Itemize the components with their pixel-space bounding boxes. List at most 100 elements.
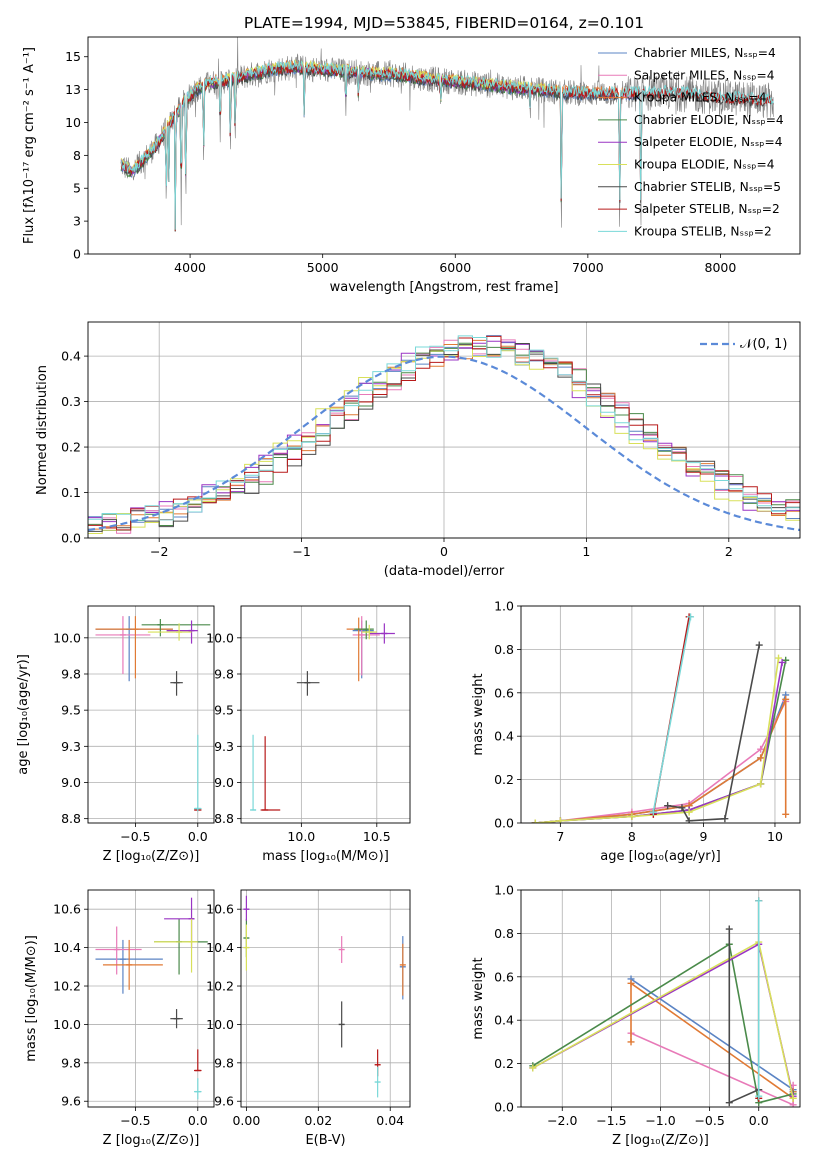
legend-entry: Chabrier MILES, Nₛₛₚ=4 [634, 46, 776, 60]
y-tick-label: 13 [65, 82, 81, 97]
weight-marker-chabrier-stelib [678, 804, 686, 812]
x-tick-label: −2 [150, 544, 168, 559]
y-tick-label: 0.6 [494, 969, 514, 984]
y-tick-label: 0 [73, 247, 81, 262]
y-axis-label: Normed distribution [35, 365, 50, 495]
x-axis-label: wavelength [Angstrom, rest frame] [330, 280, 559, 295]
y-tick-label: 0.0 [61, 531, 81, 546]
y-tick-label: 0.0 [494, 816, 514, 831]
weight-marker-kroupa-elodie [529, 1064, 537, 1072]
y-tick-label: 0.8 [494, 926, 514, 941]
y-tick-label: 8.8 [214, 811, 234, 826]
weight-line-kroupa-elodie [535, 657, 780, 823]
axes-frame [240, 605, 411, 824]
weight-marker-kroupa-elodie [775, 654, 783, 662]
x-tick-label: 8 [628, 829, 636, 844]
chart-mass_vs_EBV: 0.00 0.02 0.04 9.6 9.8 10.0 10.2 10.4 10.6 E(B-V) [206, 889, 411, 1148]
y-tick-label: 10.0 [53, 630, 81, 645]
y-tick-label: 0.8 [494, 642, 514, 657]
y-tick-label: 3 [73, 214, 81, 229]
x-tick-label: 5000 [307, 260, 339, 275]
weight-marker-salpeter-elodie [778, 658, 786, 666]
axes-frame [87, 889, 215, 1108]
x-tick-label: 8000 [705, 260, 737, 275]
x-tick-label: 10.0 [287, 829, 315, 844]
y-tick-label: 10.4 [53, 940, 81, 955]
weight-marker-kroupa-stelib [755, 897, 763, 905]
x-tick-label: 1 [582, 544, 590, 559]
legend-entry: Kroupa MILES, Nₛₛₚ=4 [634, 91, 767, 105]
y-tick-label: 10.0 [206, 1017, 234, 1032]
x-tick-label: −0.5 [120, 829, 150, 844]
weight-marker-chabrier-stelib [685, 817, 693, 823]
y-tick-label: 0.3 [61, 394, 81, 409]
y-tick-label: 0.2 [494, 772, 514, 787]
weight-marker-kroupa-miles [782, 810, 790, 818]
plot-area [531, 613, 790, 823]
figure-title: PLATE=1994, MJD=53845, FIBERID=0164, z=0… [244, 14, 644, 32]
y-tick-label: 1.0 [494, 883, 514, 898]
plot-area [243, 895, 406, 1098]
axes-frame [520, 889, 801, 1108]
axes-frame [87, 321, 801, 539]
legend-entry: Kroupa ELODIE, Nₛₛₚ=4 [634, 158, 775, 172]
x-axis-label: E(B-V) [305, 1133, 345, 1148]
chart-residual_hist: −2 −1 0 1 2 0.0 0.1 0.2 0.3 0.4 (data-model)/error… [35, 321, 801, 579]
y-tick-label: 0.6 [494, 685, 514, 700]
weight-marker-kroupa-miles [757, 754, 765, 762]
weight-marker-kroupa-elodie [531, 819, 539, 823]
gaussian-curve [88, 355, 800, 532]
legend-entry: Kroupa STELIB, Nₛₛₚ=2 [634, 224, 772, 238]
y-tick-label: 0.4 [494, 729, 514, 744]
plot-area [95, 616, 211, 812]
weight-marker-kroupa-stelib [687, 613, 695, 621]
x-tick-label: −1.0 [645, 1113, 675, 1128]
x-tick-label: −1 [292, 544, 310, 559]
y-tick-label: 9.8 [61, 1055, 81, 1070]
x-axis-label: (data-model)/error [384, 564, 505, 579]
y-tick-label: 9.0 [61, 775, 81, 790]
weight-line-kroupa-stelib [652, 616, 692, 813]
model-line-kroupa-stelib [120, 60, 774, 230]
y-tick-label: 9.6 [61, 1094, 81, 1109]
weight-line-chabrier-elodie [532, 943, 794, 1104]
x-tick-label: 0 [440, 544, 448, 559]
y-tick-label: 9.0 [214, 775, 234, 790]
y-tick-label: 0.2 [494, 1056, 514, 1071]
legend-entry: Salpeter MILES, Nₛₛₚ=4 [634, 68, 775, 82]
y-tick-label: 1.0 [494, 599, 514, 614]
x-tick-label: 9 [699, 829, 707, 844]
x-tick-label: −2.0 [547, 1113, 577, 1128]
weight-marker-kroupa-elodie [685, 808, 693, 816]
x-axis-label: Z [log₁₀(Z/Z⊙)] [103, 1133, 200, 1148]
x-tick-label: −1.5 [596, 1113, 626, 1128]
weight-marker-chabrier-stelib [725, 1099, 733, 1107]
axes-frame [87, 605, 215, 824]
y-tick-label: 10.0 [206, 630, 234, 645]
axes-frame [87, 36, 801, 255]
plot-area [95, 897, 208, 1100]
weight-marker-chabrier-elodie [782, 656, 790, 664]
weight-marker-chabrier-stelib [721, 815, 729, 823]
y-tick-label: 9.5 [214, 703, 234, 718]
y-tick-label: 0.2 [61, 440, 81, 455]
x-tick-label: 4000 [174, 260, 206, 275]
spectrum-legend: Chabrier MILES, Nₛₛₚ=4 Salpeter MILES, Nₛ… [598, 46, 784, 238]
y-tick-label: 10.4 [206, 940, 234, 955]
legend-entry: Salpeter ELODIE, Nₛₛₚ=4 [634, 135, 783, 149]
y-tick-label: 0.4 [494, 1013, 514, 1028]
y-tick-label: 9.8 [214, 666, 234, 681]
chart-age_vs_Z: −0.5 0.0 8.8 9.0 9.3 9.5 9.8 10.0 Z [log₁₀(Z/Z⊙)… [16, 605, 215, 864]
axes-frame [520, 605, 801, 824]
weight-marker-salpeter-miles [757, 745, 765, 753]
legend-entry: Salpeter STELIB, Nₛₛₚ=2 [634, 202, 780, 216]
chart-weight_vs_age: 7 8 9 10 0.0 0.2 0.4 0.6 0.8 1.0 age [log₁₀(age/yr… [471, 599, 801, 864]
x-axis-label: age [log₁₀(age/yr)] [600, 849, 721, 864]
y-tick-label: 0.1 [61, 485, 81, 500]
chart-weight_vs_Z: −2.0 −1.5 −1.0 −0.5 0.0 0.0 0.2 0.4 0.6 0.8 1.0 Z [… [471, 883, 801, 1148]
x-tick-label: 2 [725, 544, 733, 559]
y-tick-label: 8 [73, 148, 81, 163]
x-axis-label: Z [log₁₀(Z/Z⊙)] [103, 849, 200, 864]
y-axis-label: age [log₁₀(age/yr)] [16, 654, 31, 775]
